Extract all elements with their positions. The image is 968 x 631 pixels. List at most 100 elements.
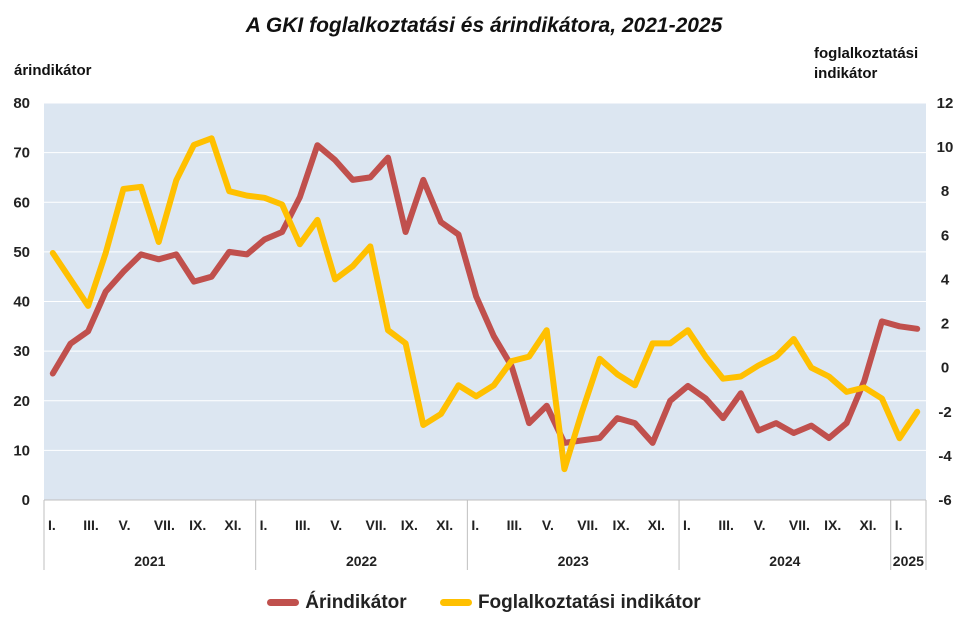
data-point-employment <box>757 365 759 366</box>
y-tick-label-left: 50 <box>13 244 30 261</box>
data-point-employment <box>916 411 918 413</box>
data-point-price <box>775 422 777 424</box>
data-point-price <box>140 253 142 255</box>
legend: Árindikátor Foglalkoztatási indikátor <box>0 590 968 614</box>
data-point-employment <box>546 329 548 331</box>
y-tick-label-right: 12 <box>937 95 954 112</box>
y-tick-label-right: 4 <box>941 271 950 288</box>
right-axis-label-line2: indikátor <box>814 65 878 82</box>
data-point-employment <box>669 342 671 344</box>
data-point-price <box>458 234 459 235</box>
y-tick-label-left: 60 <box>13 194 30 211</box>
data-point-employment <box>140 186 142 188</box>
data-point-price <box>158 258 160 260</box>
data-point-employment <box>211 137 213 139</box>
data-point-price <box>916 328 918 330</box>
data-point-employment <box>740 376 742 377</box>
year-label: 2024 <box>769 553 800 569</box>
data-point-employment <box>405 342 407 344</box>
data-point-employment <box>387 329 389 331</box>
data-point-employment <box>334 278 336 280</box>
data-point-employment <box>264 197 265 199</box>
right-axis-label: foglalkoztatási indikátor <box>814 44 964 84</box>
data-point-price <box>810 425 812 427</box>
data-point-employment <box>299 243 301 245</box>
data-point-price <box>422 179 424 181</box>
legend-swatch-price <box>267 599 300 606</box>
data-point-price <box>369 176 371 178</box>
data-point-employment <box>528 356 530 358</box>
data-point-price <box>846 422 848 424</box>
x-tick-label: XI. <box>648 517 665 533</box>
y-tick-label-right: 6 <box>941 227 949 244</box>
data-point-price <box>228 251 230 253</box>
x-tick-label: IX. <box>824 517 841 533</box>
data-point-price <box>246 253 248 255</box>
y-tick-label-left: 0 <box>22 492 30 509</box>
x-tick-label: XI. <box>436 517 453 533</box>
data-point-employment <box>722 378 724 380</box>
x-tick-label: I. <box>260 517 268 533</box>
data-point-price <box>211 276 213 278</box>
x-tick-label: III. <box>507 517 523 533</box>
x-tick-label: I. <box>683 517 691 533</box>
legend-item-employment: Foglalkoztatási indikátor <box>439 592 701 614</box>
x-tick-label: VII. <box>789 517 810 533</box>
year-label: 2021 <box>134 553 165 569</box>
data-point-employment <box>87 305 89 307</box>
y-tick-label-right: -2 <box>938 404 951 421</box>
y-tick-label-right: -4 <box>938 448 952 465</box>
data-point-price <box>87 330 89 332</box>
data-point-employment <box>634 384 636 386</box>
data-point-employment <box>687 329 689 331</box>
data-point-price <box>105 291 107 293</box>
data-point-price <box>881 320 883 322</box>
data-point-employment <box>828 376 830 377</box>
legend-swatch-employment <box>439 599 472 606</box>
right-axis-label-line1: foglalkoztatási <box>814 45 919 62</box>
data-point-employment <box>122 188 124 190</box>
x-tick-label: VII. <box>154 517 175 533</box>
data-point-price <box>193 281 195 283</box>
data-point-employment <box>458 384 459 386</box>
data-point-price <box>581 439 583 441</box>
data-point-price <box>793 432 795 434</box>
data-point-price <box>299 196 301 198</box>
data-point-employment <box>846 391 848 393</box>
data-point-price <box>599 437 601 439</box>
data-point-price <box>316 144 318 146</box>
data-point-employment <box>863 387 865 388</box>
y-tick-label-right: 2 <box>941 316 949 333</box>
data-point-price <box>705 397 706 399</box>
x-tick-label: IX. <box>189 517 206 533</box>
data-point-price <box>405 231 407 233</box>
data-point-employment <box>175 179 177 181</box>
data-point-price <box>899 325 900 327</box>
data-point-price <box>70 343 71 345</box>
data-point-price <box>616 417 618 419</box>
data-point-employment <box>352 265 354 267</box>
data-point-employment <box>422 424 424 426</box>
data-point-price <box>563 442 565 444</box>
x-tick-label: V. <box>754 517 766 533</box>
data-point-price <box>387 157 389 159</box>
data-point-employment <box>581 411 583 413</box>
y-tick-label-right: 10 <box>937 139 954 156</box>
data-point-price <box>722 417 724 419</box>
data-point-employment <box>652 342 654 344</box>
data-point-employment <box>493 384 495 386</box>
legend-label-price: Árindikátor <box>305 591 407 613</box>
y-tick-label-right: 8 <box>941 183 949 200</box>
data-point-price <box>440 221 442 223</box>
data-point-price <box>757 430 759 431</box>
data-point-employment <box>52 252 54 254</box>
data-point-price <box>863 380 865 382</box>
x-tick-label: VII. <box>366 517 387 533</box>
data-point-employment <box>193 144 195 146</box>
data-point-employment <box>70 278 71 280</box>
data-point-price <box>175 253 177 255</box>
x-tick-label: V. <box>119 517 131 533</box>
x-tick-label: III. <box>295 517 311 533</box>
data-point-price <box>652 442 654 444</box>
x-tick-label: I. <box>895 517 903 533</box>
